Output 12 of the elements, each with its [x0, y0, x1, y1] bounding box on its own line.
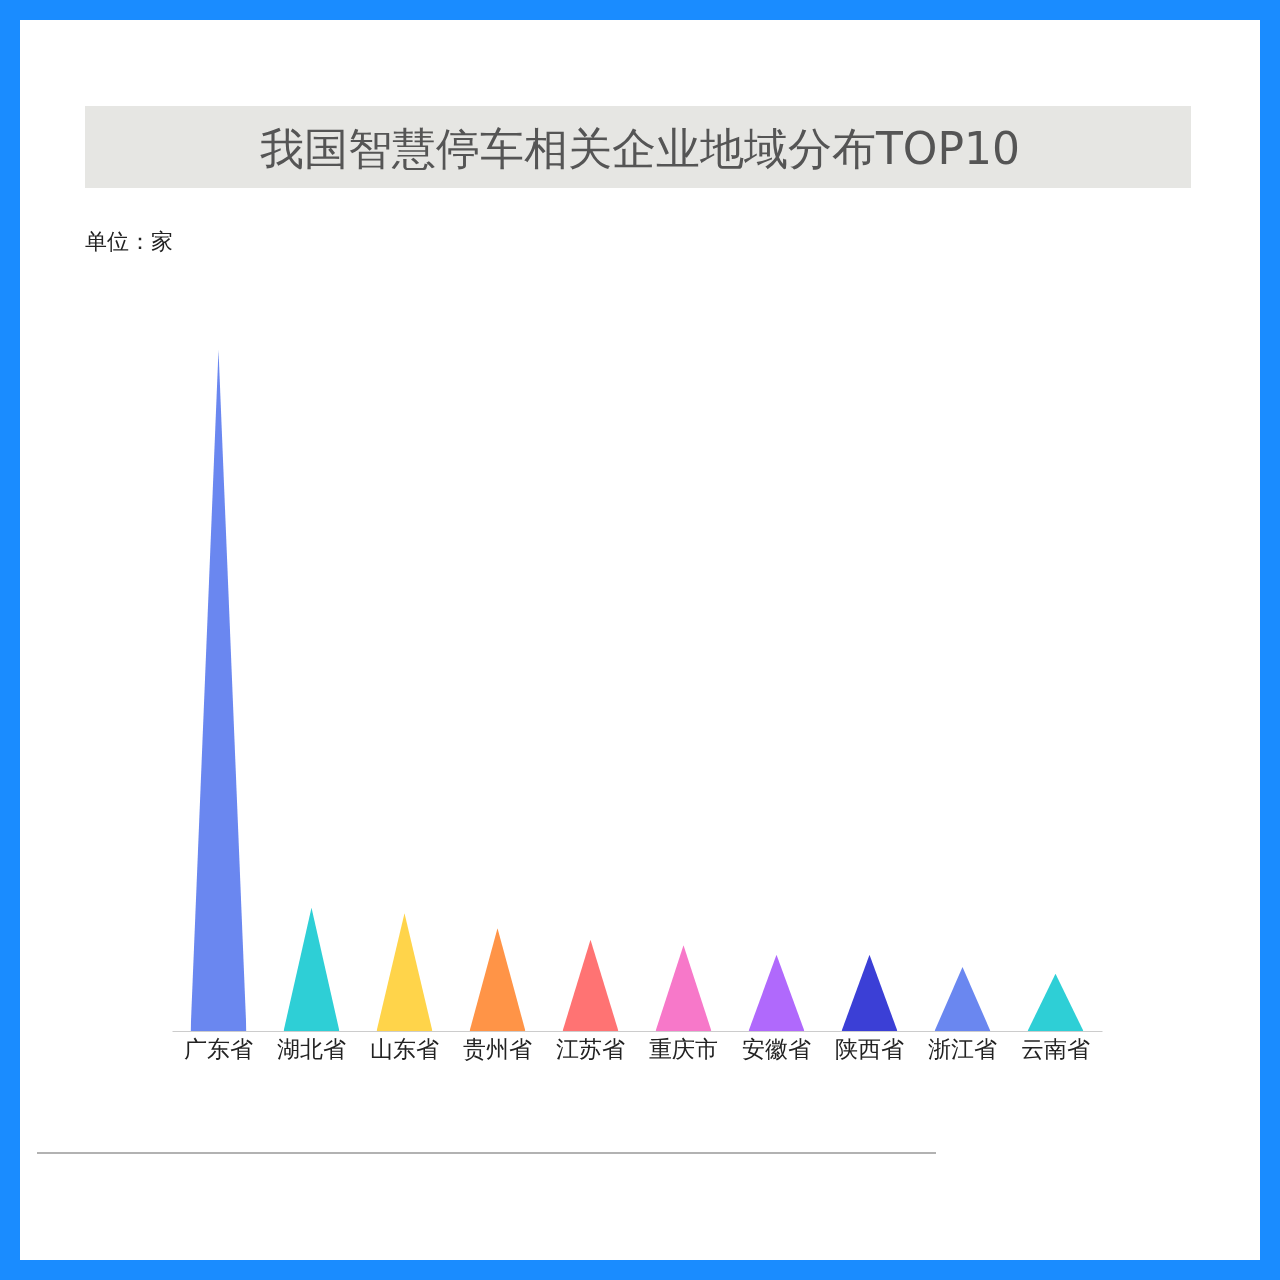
- chart-title: 我国智慧停车相关企业地域分布TOP10: [259, 123, 1021, 174]
- x-tick-label: 湖北省: [277, 1036, 346, 1063]
- x-tick-label: 陕西省: [835, 1036, 904, 1063]
- x-tick-label: 云南省: [1021, 1036, 1090, 1063]
- x-tick-label: 江苏省: [556, 1036, 625, 1063]
- x-tick-label: 贵州省: [463, 1036, 532, 1063]
- x-tick-label: 浙江省: [928, 1036, 997, 1063]
- chart-subtitle: 单位：家: [85, 229, 173, 254]
- x-tick-label: 重庆市: [649, 1036, 718, 1063]
- x-tick-label: 广东省: [184, 1036, 253, 1063]
- x-tick-label: 山东省: [370, 1036, 439, 1063]
- x-tick-label: 安徽省: [742, 1036, 811, 1063]
